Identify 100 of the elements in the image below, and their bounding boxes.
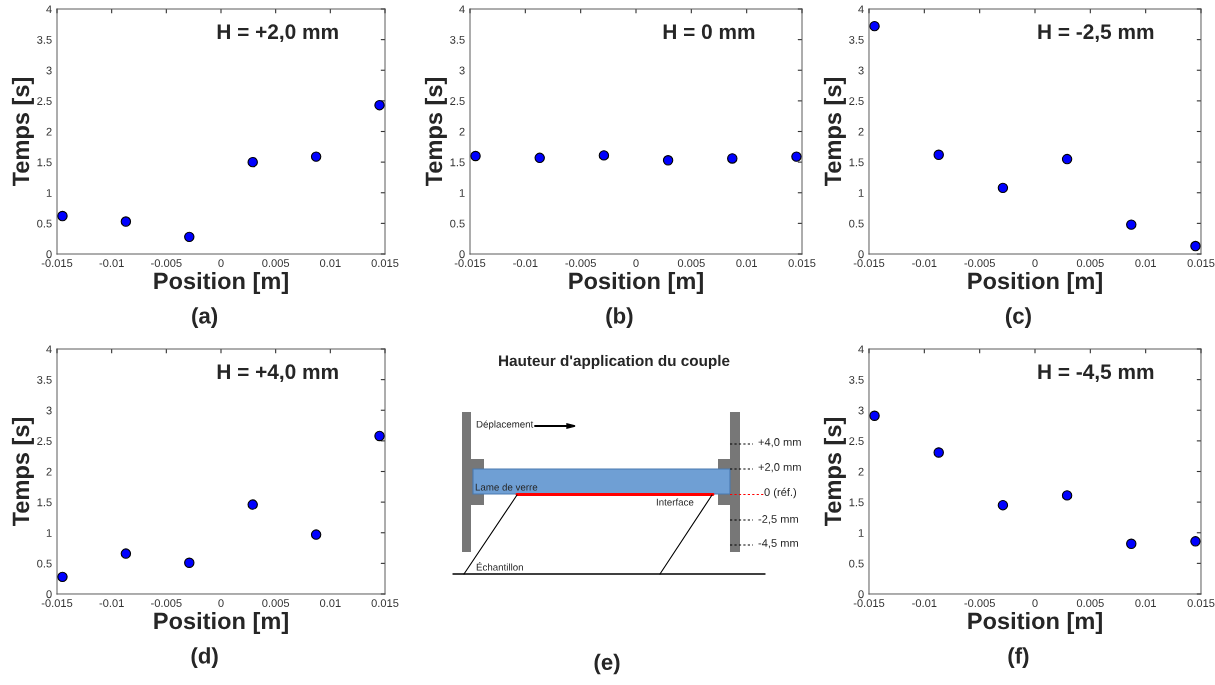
text: (c) <box>1005 307 1031 329</box>
x-tick-label: -0.015 <box>41 259 73 268</box>
y-tick-label: 2 <box>46 467 52 476</box>
y-axis-title: Temps [s] <box>424 77 447 187</box>
x-tick-label: -0.01 <box>513 259 538 268</box>
y-tick-label: 3.5 <box>450 35 465 44</box>
x-tick-label: 0 <box>1032 259 1038 268</box>
y-tick-label: 4 <box>858 5 864 14</box>
point <box>57 571 68 583</box>
y-tick-label: 2 <box>858 467 864 476</box>
y-tick-label: 2.5 <box>37 97 52 106</box>
text: +4,0 mm <box>758 438 801 448</box>
y-tick-label: 1 <box>858 189 864 197</box>
text: Déplacement <box>476 420 534 430</box>
annotation: H = +4,0 mm <box>217 364 338 383</box>
y-tick-label: 1.5 <box>849 498 864 507</box>
x-tick-label: -0.005 <box>151 259 182 268</box>
point <box>184 557 195 568</box>
x-axis-title: Position [m] <box>968 272 1102 295</box>
point <box>1190 240 1201 252</box>
x-axis-title: Position [m] <box>569 272 703 295</box>
point <box>374 430 385 442</box>
annotation: H = 0 mm <box>663 24 755 40</box>
y-tick-label: 1 <box>858 529 864 537</box>
text: -2,5 mm <box>758 515 799 525</box>
text: 0 (réf.) <box>764 487 797 499</box>
point <box>120 216 132 227</box>
y-tick-label: 1 <box>459 189 465 197</box>
point <box>997 499 1009 511</box>
y-tick-label: 0.5 <box>450 219 465 228</box>
text: (d) <box>191 647 218 669</box>
x-tick-label: 0.015 <box>371 599 399 608</box>
x-tick-label: -0.01 <box>912 599 937 608</box>
text: +2,0 mm <box>758 463 801 473</box>
y-tick-label: 2 <box>858 127 864 136</box>
point <box>997 182 1009 194</box>
x-tick-label: 0 <box>218 599 224 608</box>
y-tick-label: 1 <box>46 529 52 537</box>
x-tick-label: -0.005 <box>964 599 995 608</box>
x-tick-label: -0.01 <box>99 599 124 608</box>
x-tick-label: 0.015 <box>788 259 816 268</box>
point <box>869 410 880 421</box>
y-tick-label: 2.5 <box>37 437 52 446</box>
x-tick-label: 0.01 <box>736 259 757 268</box>
point <box>933 447 944 458</box>
x-tick-label: 0 <box>1032 599 1038 608</box>
y-tick-label: 4 <box>46 345 52 354</box>
y-tick-label: 0.5 <box>849 219 864 228</box>
x-tick-label: -0.005 <box>151 599 182 608</box>
x-tick-label: -0.015 <box>853 599 885 608</box>
x-tick-label: 0.01 <box>319 599 341 608</box>
y-tick-label: 3 <box>858 406 864 415</box>
y-tick-label: 2.5 <box>849 97 864 106</box>
point <box>1190 536 1201 547</box>
text: Lame de verre <box>475 483 538 491</box>
y-tick-label: 3 <box>459 66 465 75</box>
x-axis-title: Position [m] <box>154 272 288 295</box>
y-tick-label: 0 <box>858 590 864 599</box>
point <box>933 149 944 160</box>
x-tick-label: 0.005 <box>1076 259 1104 268</box>
y-tick-label: 3.5 <box>849 375 864 384</box>
point <box>57 210 68 222</box>
text: (a) <box>192 307 218 329</box>
y-axis-title: Temps [s] <box>11 77 34 187</box>
x-tick-label: 0.015 <box>1187 599 1215 608</box>
annotation: H = +2,0 mm <box>217 24 338 43</box>
annotation: H = -2,5 mm <box>1038 24 1154 43</box>
y-tick-label: 0.5 <box>849 559 864 568</box>
y-tick-label: 1.5 <box>450 158 465 167</box>
y-tick-label: 1.5 <box>37 158 52 167</box>
point <box>247 156 258 168</box>
text: Échantillon <box>476 562 523 571</box>
y-tick-label: 0 <box>46 250 52 259</box>
y-tick-label: 4 <box>459 5 465 14</box>
y-tick-label: 3.5 <box>37 375 52 384</box>
x-tick-label: 0.005 <box>262 599 290 608</box>
x-tick-label: 0.015 <box>1187 259 1215 268</box>
point <box>184 231 195 243</box>
point <box>247 499 258 510</box>
x-axis-title: Position [m] <box>968 612 1102 635</box>
x-tick-label: -0.005 <box>565 259 596 268</box>
x-tick-label: -0.015 <box>41 599 73 608</box>
point <box>1061 153 1073 165</box>
annotation: H = -4,5 mm <box>1038 364 1154 383</box>
text: Interface <box>656 498 694 506</box>
y-axis-title: Temps [s] <box>823 417 846 527</box>
text: (f) <box>1008 647 1029 669</box>
text: Hauteur d'application du couple <box>499 354 730 370</box>
y-tick-label: 2 <box>459 127 465 136</box>
x-tick-label: 0.005 <box>1076 599 1104 608</box>
y-tick-label: 3.5 <box>37 35 52 44</box>
x-tick-label: 0.01 <box>1135 259 1156 268</box>
x-tick-label: -0.01 <box>99 259 124 268</box>
y-tick-label: 0.5 <box>37 219 52 228</box>
y-tick-label: 2.5 <box>849 437 864 446</box>
y-tick-label: 0 <box>858 250 864 259</box>
y-tick-label: 2.5 <box>450 97 465 106</box>
y-tick-label: 3 <box>858 66 864 75</box>
y-tick-label: 1.5 <box>37 498 52 507</box>
y-axis-title: Temps [s] <box>823 77 846 187</box>
